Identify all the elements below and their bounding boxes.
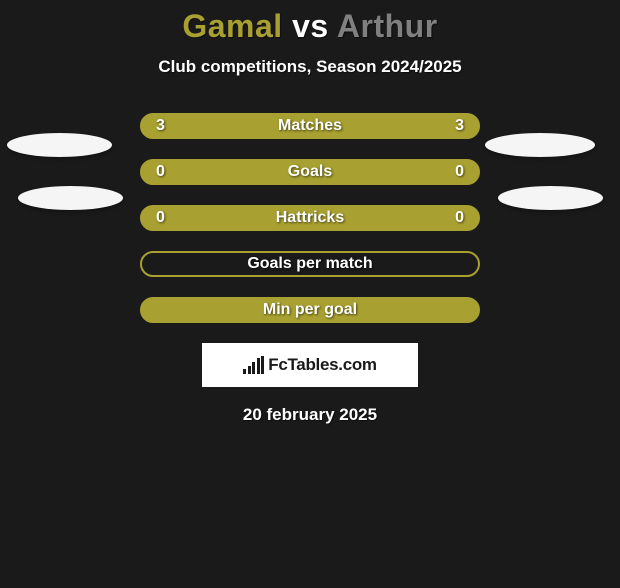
stat-label: Goals [288,163,332,181]
player2-name: Arthur [337,8,438,44]
stat-label: Matches [278,117,342,135]
stat-value-left: 3 [156,117,165,135]
bars-icon [243,356,264,374]
date-text: 20 february 2025 [0,405,620,425]
footer-brand-box: FcTables.com [202,343,418,387]
stat-row: Goals per match [140,251,480,277]
footer-brand-text: FcTables.com [268,355,377,375]
stat-label: Min per goal [263,301,357,319]
vs-word: vs [292,8,329,44]
stat-row: 0 Hattricks 0 [140,205,480,231]
subtitle: Club competitions, Season 2024/2025 [0,57,620,77]
player1-name: Gamal [182,8,282,44]
stat-label: Goals per match [247,255,372,273]
stat-row: 3 Matches 3 [140,113,480,139]
comparison-title: Gamal vs Arthur [0,8,620,45]
player-oval [7,133,112,157]
stat-value-right: 3 [455,117,464,135]
player-oval [18,186,123,210]
stat-row: 0 Goals 0 [140,159,480,185]
footer-logo: FcTables.com [243,355,377,375]
stat-value-right: 0 [455,209,464,227]
player-oval [498,186,603,210]
stat-value-left: 0 [156,209,165,227]
stat-value-right: 0 [455,163,464,181]
stat-label: Hattricks [276,209,344,227]
player-oval [485,133,595,157]
stat-value-left: 0 [156,163,165,181]
stat-row: Min per goal [140,297,480,323]
stats-container: 3 Matches 3 0 Goals 0 0 Hattricks 0 Goals per mat… [140,113,480,323]
